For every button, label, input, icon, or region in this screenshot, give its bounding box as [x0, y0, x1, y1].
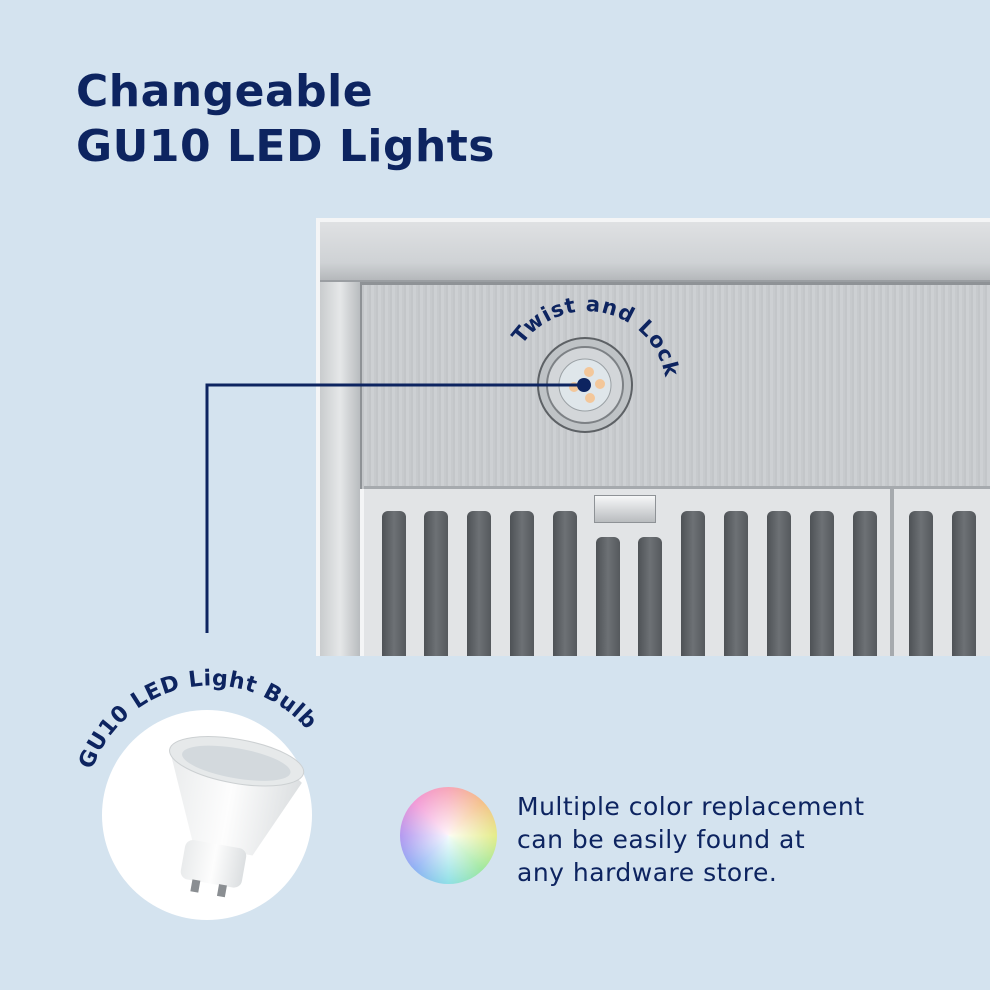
description: Multiple color replacement can be easily… [517, 790, 865, 889]
filter-slot [724, 511, 748, 656]
hood-side-column [320, 282, 360, 656]
baffle-filter [364, 486, 990, 656]
filter-slot [638, 537, 662, 656]
gu10-bulb-icon [169, 736, 305, 898]
filter-slot [596, 537, 620, 656]
filter-slot [810, 511, 834, 656]
page-title: Changeable GU10 LED Lights [76, 64, 495, 174]
range-hood-photo [316, 218, 990, 656]
filter-slot [681, 511, 705, 656]
title-line-1: Changeable [76, 66, 374, 117]
filter-slot [553, 511, 577, 656]
filter-seam [890, 489, 894, 656]
leader-line [205, 383, 585, 633]
filter-slot [853, 511, 877, 656]
filter-slot [909, 511, 933, 656]
description-line-3: any hardware store. [517, 858, 778, 887]
leader-dot [577, 378, 591, 392]
hood-top-band [320, 222, 990, 282]
filter-slot [510, 511, 534, 656]
color-wheel-icon [400, 787, 497, 884]
filter-slot [424, 511, 448, 656]
description-line-1: Multiple color replacement [517, 792, 865, 821]
description-line-2: can be easily found at [517, 825, 806, 854]
filter-slot [767, 511, 791, 656]
title-line-2: GU10 LED Lights [76, 121, 495, 172]
filter-slot [467, 511, 491, 656]
filter-latch [594, 495, 656, 523]
filter-slot [952, 511, 976, 656]
filter-slot [382, 511, 406, 656]
